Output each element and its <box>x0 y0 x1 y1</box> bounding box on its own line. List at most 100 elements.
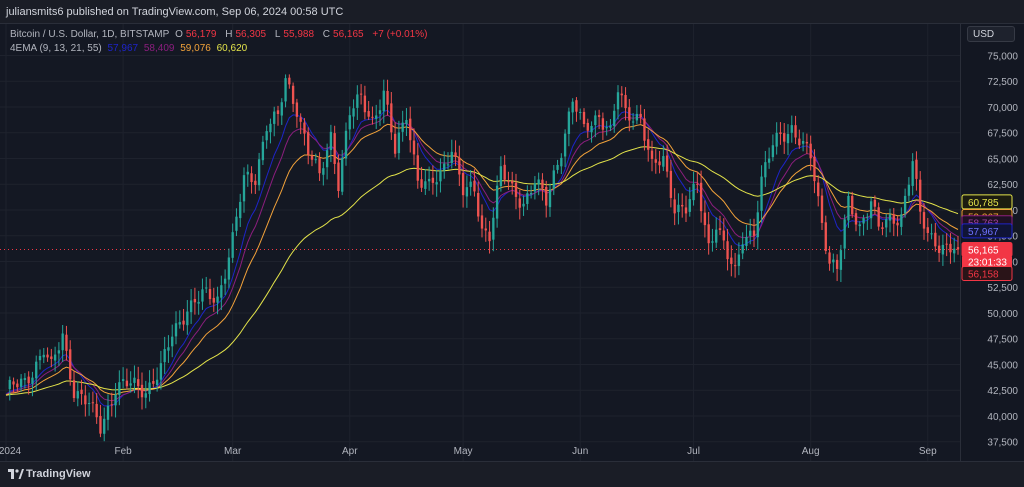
candle-body <box>231 232 234 258</box>
brand-name[interactable]: TradingView <box>26 468 91 480</box>
currency-button[interactable]: USD <box>967 26 1015 42</box>
candle-body <box>696 183 699 185</box>
price-tag-label: 56,158 <box>968 269 999 280</box>
chart-area[interactable] <box>0 24 961 461</box>
candle-body <box>193 298 197 303</box>
candle-body <box>291 85 295 104</box>
candle-body <box>144 393 147 398</box>
candle-body <box>80 389 83 394</box>
candle-body <box>110 404 113 406</box>
candle-body <box>684 207 688 214</box>
candle-body <box>956 247 960 250</box>
candle-body <box>465 187 469 197</box>
candle-body <box>390 103 393 133</box>
candle-body <box>167 347 170 351</box>
candle-body <box>911 161 914 186</box>
candle-body <box>242 175 246 202</box>
candle-body <box>673 199 676 214</box>
candle-body <box>730 257 733 264</box>
candle-body <box>662 156 665 167</box>
candle-body <box>367 111 370 117</box>
ohlc-open: O 56,179 <box>175 29 217 40</box>
candle-body <box>545 187 548 206</box>
candle-body <box>567 111 571 134</box>
candle-body <box>69 349 72 380</box>
candle-body <box>61 333 64 351</box>
y-tick-label: 72,500 <box>987 77 1018 88</box>
candle-body <box>586 122 589 131</box>
candle-body <box>817 182 820 197</box>
y-tick-label: 52,500 <box>987 283 1018 294</box>
candle-body <box>8 379 11 390</box>
candle-body <box>885 219 888 228</box>
candle-body <box>624 94 627 109</box>
candle-body <box>443 163 446 171</box>
candle-body <box>843 219 846 249</box>
candle-body <box>27 376 30 384</box>
candle-body <box>579 112 582 114</box>
candle-body <box>745 236 748 246</box>
candle-body <box>461 172 465 196</box>
candle-body <box>953 248 956 254</box>
candle-body <box>348 115 351 130</box>
candle-body <box>454 152 457 157</box>
candle-body <box>945 243 948 245</box>
ohlc-low: L 55,988 <box>274 29 315 40</box>
candle-body <box>314 159 317 161</box>
candle-body <box>752 230 756 236</box>
y-tick-label: 70,000 <box>987 103 1018 114</box>
candle-body <box>178 322 181 325</box>
candle-body <box>654 159 657 163</box>
candle-body <box>450 151 453 163</box>
x-tick-label: May <box>454 446 473 457</box>
candle-body <box>261 141 265 161</box>
candle-body <box>409 118 412 141</box>
candle-body <box>424 181 427 189</box>
candle-body <box>681 204 684 207</box>
candle-body <box>359 93 363 95</box>
candle-body <box>276 110 280 115</box>
candle-body <box>839 250 843 270</box>
candle-body <box>881 227 884 229</box>
x-tick-label: Jul <box>687 446 700 457</box>
price-tag-label: 56,165 <box>968 245 999 256</box>
y-tick-label: 45,000 <box>987 360 1018 371</box>
candle-body <box>937 245 941 253</box>
candle-body <box>820 195 824 223</box>
candle-body <box>798 138 801 146</box>
candle-body <box>582 111 586 125</box>
publish-header: juliansmits6 published on TradingView.co… <box>0 0 1024 24</box>
candle-body <box>643 118 646 141</box>
candle-body <box>669 170 673 198</box>
y-tick-label: 75,000 <box>987 51 1018 62</box>
candle-body <box>809 143 812 159</box>
candle-body <box>726 241 729 260</box>
candle-body <box>87 403 91 405</box>
candle-body <box>492 217 495 240</box>
candle-body <box>896 222 899 226</box>
candle-body <box>53 354 57 361</box>
candle-body <box>23 378 27 381</box>
candle-body <box>790 125 793 133</box>
candle-body <box>341 157 344 192</box>
candle-body <box>12 381 15 385</box>
candle-body <box>435 182 438 185</box>
candle-body <box>877 207 880 227</box>
candle-body <box>941 244 945 255</box>
candle-body <box>216 296 219 303</box>
candle-body <box>703 212 707 226</box>
candle-body <box>295 102 299 117</box>
candle-body <box>828 252 831 264</box>
x-tick-label: Mar <box>224 446 242 457</box>
candle-body <box>764 162 767 178</box>
ema-indicator-name[interactable]: 4EMA (9, 13, 21, 55) <box>10 43 102 54</box>
candle-body <box>692 183 695 201</box>
candle-body <box>284 78 287 102</box>
candle-body <box>129 383 132 386</box>
candle-body <box>148 382 151 395</box>
candle-body <box>235 216 238 231</box>
candle-body <box>125 380 129 387</box>
candle-body <box>518 198 521 208</box>
candle-body <box>299 117 302 122</box>
